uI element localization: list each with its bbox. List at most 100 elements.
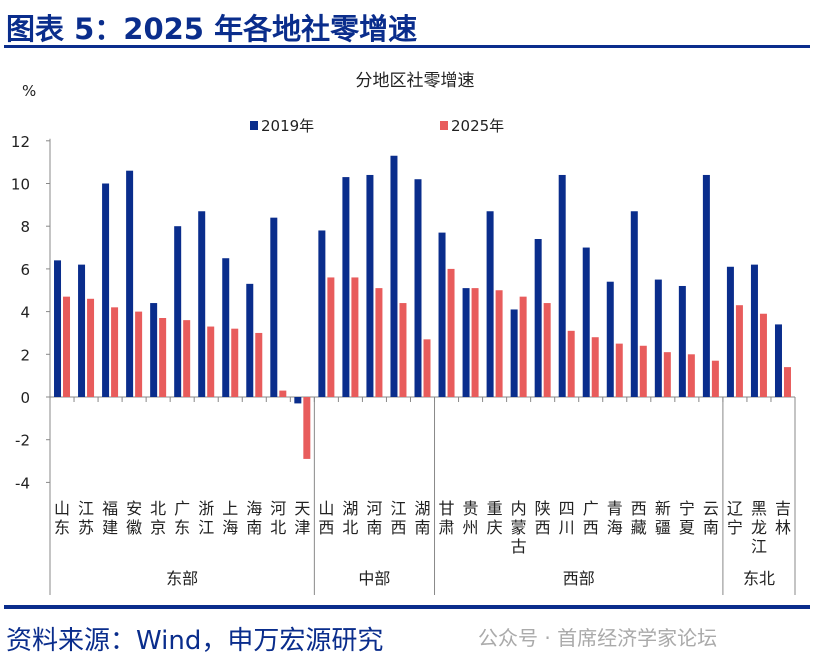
bar-2019年-陕西 xyxy=(534,239,542,397)
bar-2025年-安徽 xyxy=(135,311,143,397)
x-tick-label: 天津 xyxy=(294,499,310,537)
x-tick-label: 山西 xyxy=(318,499,334,537)
x-tick-label: 北京 xyxy=(150,499,166,537)
bar-2019年-河南 xyxy=(366,174,374,397)
y-tick-label: 6 xyxy=(20,261,30,279)
x-tick-label: 辽宁 xyxy=(727,499,743,537)
watermark: 公众号 · 首席经济学家论坛 xyxy=(478,626,718,650)
bar-2025年-江苏 xyxy=(87,298,95,397)
bar-2025年-福建 xyxy=(111,307,119,397)
bar-2025年-云南 xyxy=(711,360,719,397)
bar-2025年-新疆 xyxy=(663,352,671,397)
footer-divider xyxy=(4,605,810,609)
legend-swatch-2025年 xyxy=(440,121,448,130)
bar-2025年-宁夏 xyxy=(687,354,695,397)
bar-2025年-吉林 xyxy=(783,367,791,397)
group-label: 东北 xyxy=(743,569,775,588)
bar-2019年-辽宁 xyxy=(726,266,734,397)
bar-2019年-浙江 xyxy=(198,211,206,397)
bar-2025年-海南 xyxy=(255,332,263,397)
bar-2019年-山西 xyxy=(318,230,326,397)
bar-2019年-湖北 xyxy=(342,177,350,397)
legend-label: 2025年 xyxy=(451,117,504,135)
bar-2019年-天津 xyxy=(294,397,302,404)
bar-2025年-四川 xyxy=(567,330,575,397)
legend-label: 2019年 xyxy=(261,117,314,135)
y-tick-label: -2 xyxy=(15,432,30,450)
bar-2025年-浙江 xyxy=(207,326,215,397)
x-tick-label: 新疆 xyxy=(655,499,671,537)
x-tick-label: 浙江 xyxy=(198,499,214,537)
bar-2019年-吉林 xyxy=(774,324,782,397)
bar-2025年-贵州 xyxy=(471,288,479,397)
bar-2019年-山东 xyxy=(54,260,62,397)
bar-2025年-江西 xyxy=(399,303,407,397)
y-axis-label: % xyxy=(22,82,36,100)
bar-2025年-西藏 xyxy=(639,345,647,397)
bar-2025年-广东 xyxy=(183,320,191,397)
x-tick-label: 黑龙江 xyxy=(751,499,767,556)
figure-title: 图表 5：2025 年各地社零增速 xyxy=(6,12,418,46)
y-tick-label: 10 xyxy=(11,176,30,194)
bar-2025年-重庆 xyxy=(495,290,503,397)
x-tick-label: 西藏 xyxy=(631,499,647,537)
x-tick-label: 山东 xyxy=(54,499,70,537)
bar-2019年-内蒙古 xyxy=(510,309,518,397)
bar-2025年-黑龙江 xyxy=(759,313,767,397)
x-tick-label: 重庆 xyxy=(487,499,503,537)
bar-2019年-上海 xyxy=(222,258,230,397)
x-tick-label: 湖北 xyxy=(342,499,358,537)
bar-2025年-天津 xyxy=(303,397,311,459)
y-tick-label: 0 xyxy=(20,389,30,407)
x-tick-label: 海南 xyxy=(246,499,262,537)
bar-2019年-湖南 xyxy=(414,179,422,397)
bar-2019年-广西 xyxy=(582,247,590,397)
group-label: 东部 xyxy=(166,569,198,588)
bar-2025年-甘肃 xyxy=(447,268,455,397)
y-tick-label: 12 xyxy=(11,133,30,151)
y-tick-label: 4 xyxy=(20,304,30,322)
bar-2019年-甘肃 xyxy=(438,232,446,397)
x-tick-label: 广东 xyxy=(174,499,190,537)
bar-2025年-河北 xyxy=(279,390,287,397)
bar-2025年-湖南 xyxy=(423,339,431,397)
x-tick-label: 河北 xyxy=(270,499,286,537)
bar-2019年-河北 xyxy=(270,217,278,397)
bar-2019年-西藏 xyxy=(630,211,638,397)
bar-2019年-黑龙江 xyxy=(750,264,758,397)
x-tick-label: 江西 xyxy=(390,499,406,537)
source-note: 资料来源：Wind，申万宏源研究 xyxy=(6,626,384,656)
bar-2025年-辽宁 xyxy=(735,305,743,397)
title-divider xyxy=(4,45,810,48)
bar-2025年-河南 xyxy=(375,288,383,397)
x-tick-label: 吉林 xyxy=(775,499,791,537)
bar-2025年-上海 xyxy=(231,328,239,397)
x-tick-label: 陕西 xyxy=(535,499,551,537)
bar-2019年-江苏 xyxy=(78,264,86,397)
bar-2019年-重庆 xyxy=(486,211,494,397)
bar-2025年-山西 xyxy=(327,277,335,397)
bar-2025年-山东 xyxy=(63,296,71,397)
bar-2019年-青海 xyxy=(606,281,614,397)
group-label: 西部 xyxy=(563,569,595,588)
chart-title: 分地区社零增速 xyxy=(356,71,475,91)
x-tick-label: 内蒙古 xyxy=(511,499,527,556)
group-label: 中部 xyxy=(358,569,390,588)
x-tick-label: 河南 xyxy=(366,499,382,537)
y-tick-label: 2 xyxy=(20,346,30,364)
x-tick-label: 宁夏 xyxy=(679,499,695,537)
x-tick-label: 四川 xyxy=(559,499,575,537)
bar-2025年-内蒙古 xyxy=(519,296,527,397)
bar-2025年-陕西 xyxy=(543,303,551,397)
x-tick-label: 福建 xyxy=(102,499,118,537)
bar-2019年-海南 xyxy=(246,283,254,397)
x-tick-label: 上海 xyxy=(222,499,238,537)
x-tick-label: 云南 xyxy=(703,499,719,537)
bar-2019年-安徽 xyxy=(126,170,134,397)
bar-2019年-广东 xyxy=(174,226,182,397)
y-tick-label: -4 xyxy=(15,474,30,492)
bar-2025年-青海 xyxy=(615,343,623,397)
bar-2019年-云南 xyxy=(702,174,710,397)
